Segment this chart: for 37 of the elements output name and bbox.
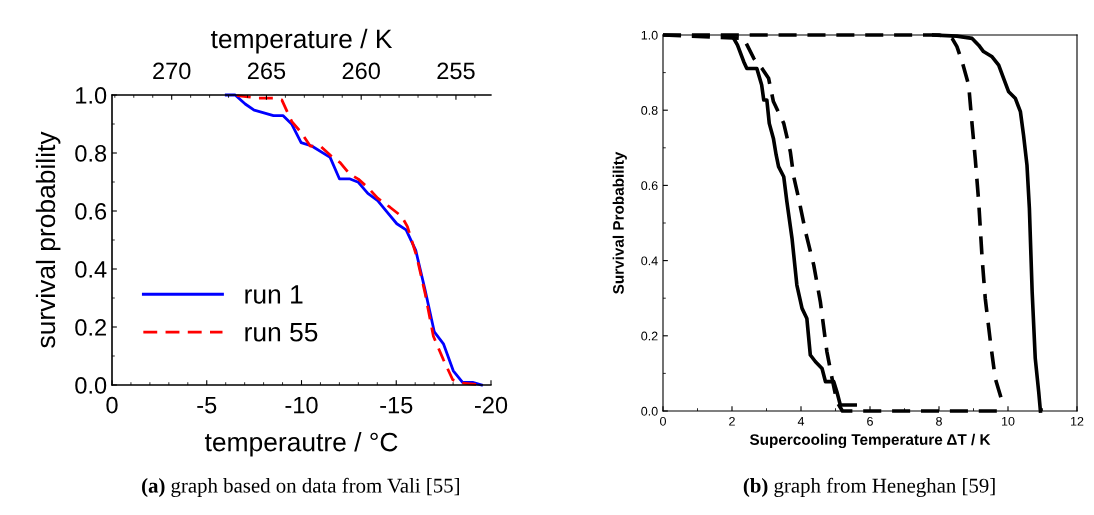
y-tick-label: 0.0 — [641, 406, 658, 416]
x-tick-label: 8 — [936, 416, 942, 426]
legend-label: run 1 — [245, 285, 303, 304]
legend-label: run 55 — [245, 323, 318, 342]
y-tick-label: 0.8 — [75, 145, 107, 162]
x2-tick-label: 265 — [247, 62, 286, 80]
x-tick-label: -15 — [380, 396, 413, 414]
x2-tick-label: 270 — [153, 62, 191, 80]
x-tick-label: 0 — [660, 416, 666, 426]
y-tick-label: 0.4 — [641, 256, 658, 266]
x2-tick-label: 260 — [342, 62, 380, 80]
y-tick-label: 1.0 — [76, 87, 107, 104]
y-axis-title: Survival Probability — [612, 151, 627, 294]
y-tick-label: 0.8 — [641, 106, 658, 115]
x-axis-title: temperautre / °C — [204, 432, 398, 457]
text: (b) graph from Heneghan [59] — [743, 477, 995, 497]
y-tick-label: 1.0 — [641, 30, 658, 40]
x-tick-label: -5 — [197, 396, 217, 414]
x-tick-label: 0 — [106, 396, 118, 414]
y-tick-label: 0.2 — [641, 331, 658, 341]
y-tick-label: 0.2 — [75, 319, 106, 336]
x2-axis-title: temperature / K — [210, 28, 393, 54]
x-tick-label: 4 — [797, 417, 805, 426]
x-tick-label: -10 — [285, 396, 318, 414]
x-axis-title: Supercooling Temperature ΔT / K — [749, 433, 991, 449]
y-tick-label: 0.4 — [75, 261, 107, 278]
y-tick-label: 0.6 — [75, 203, 107, 220]
x-tick-label: -20 — [474, 396, 508, 414]
x-tick-label: 2 — [729, 416, 735, 426]
text: (a) graph based on data from Vali [55] — [142, 477, 459, 497]
y-tick-label: 0.6 — [641, 181, 658, 191]
x-tick-label: 6 — [867, 416, 873, 426]
y-tick-label: 0.0 — [75, 377, 107, 394]
x2-tick-label: 255 — [437, 62, 475, 80]
x-tick-label: 12 — [1071, 416, 1084, 426]
y-axis-title: survival probability — [35, 131, 61, 348]
x-tick-label: 10 — [1002, 416, 1015, 426]
